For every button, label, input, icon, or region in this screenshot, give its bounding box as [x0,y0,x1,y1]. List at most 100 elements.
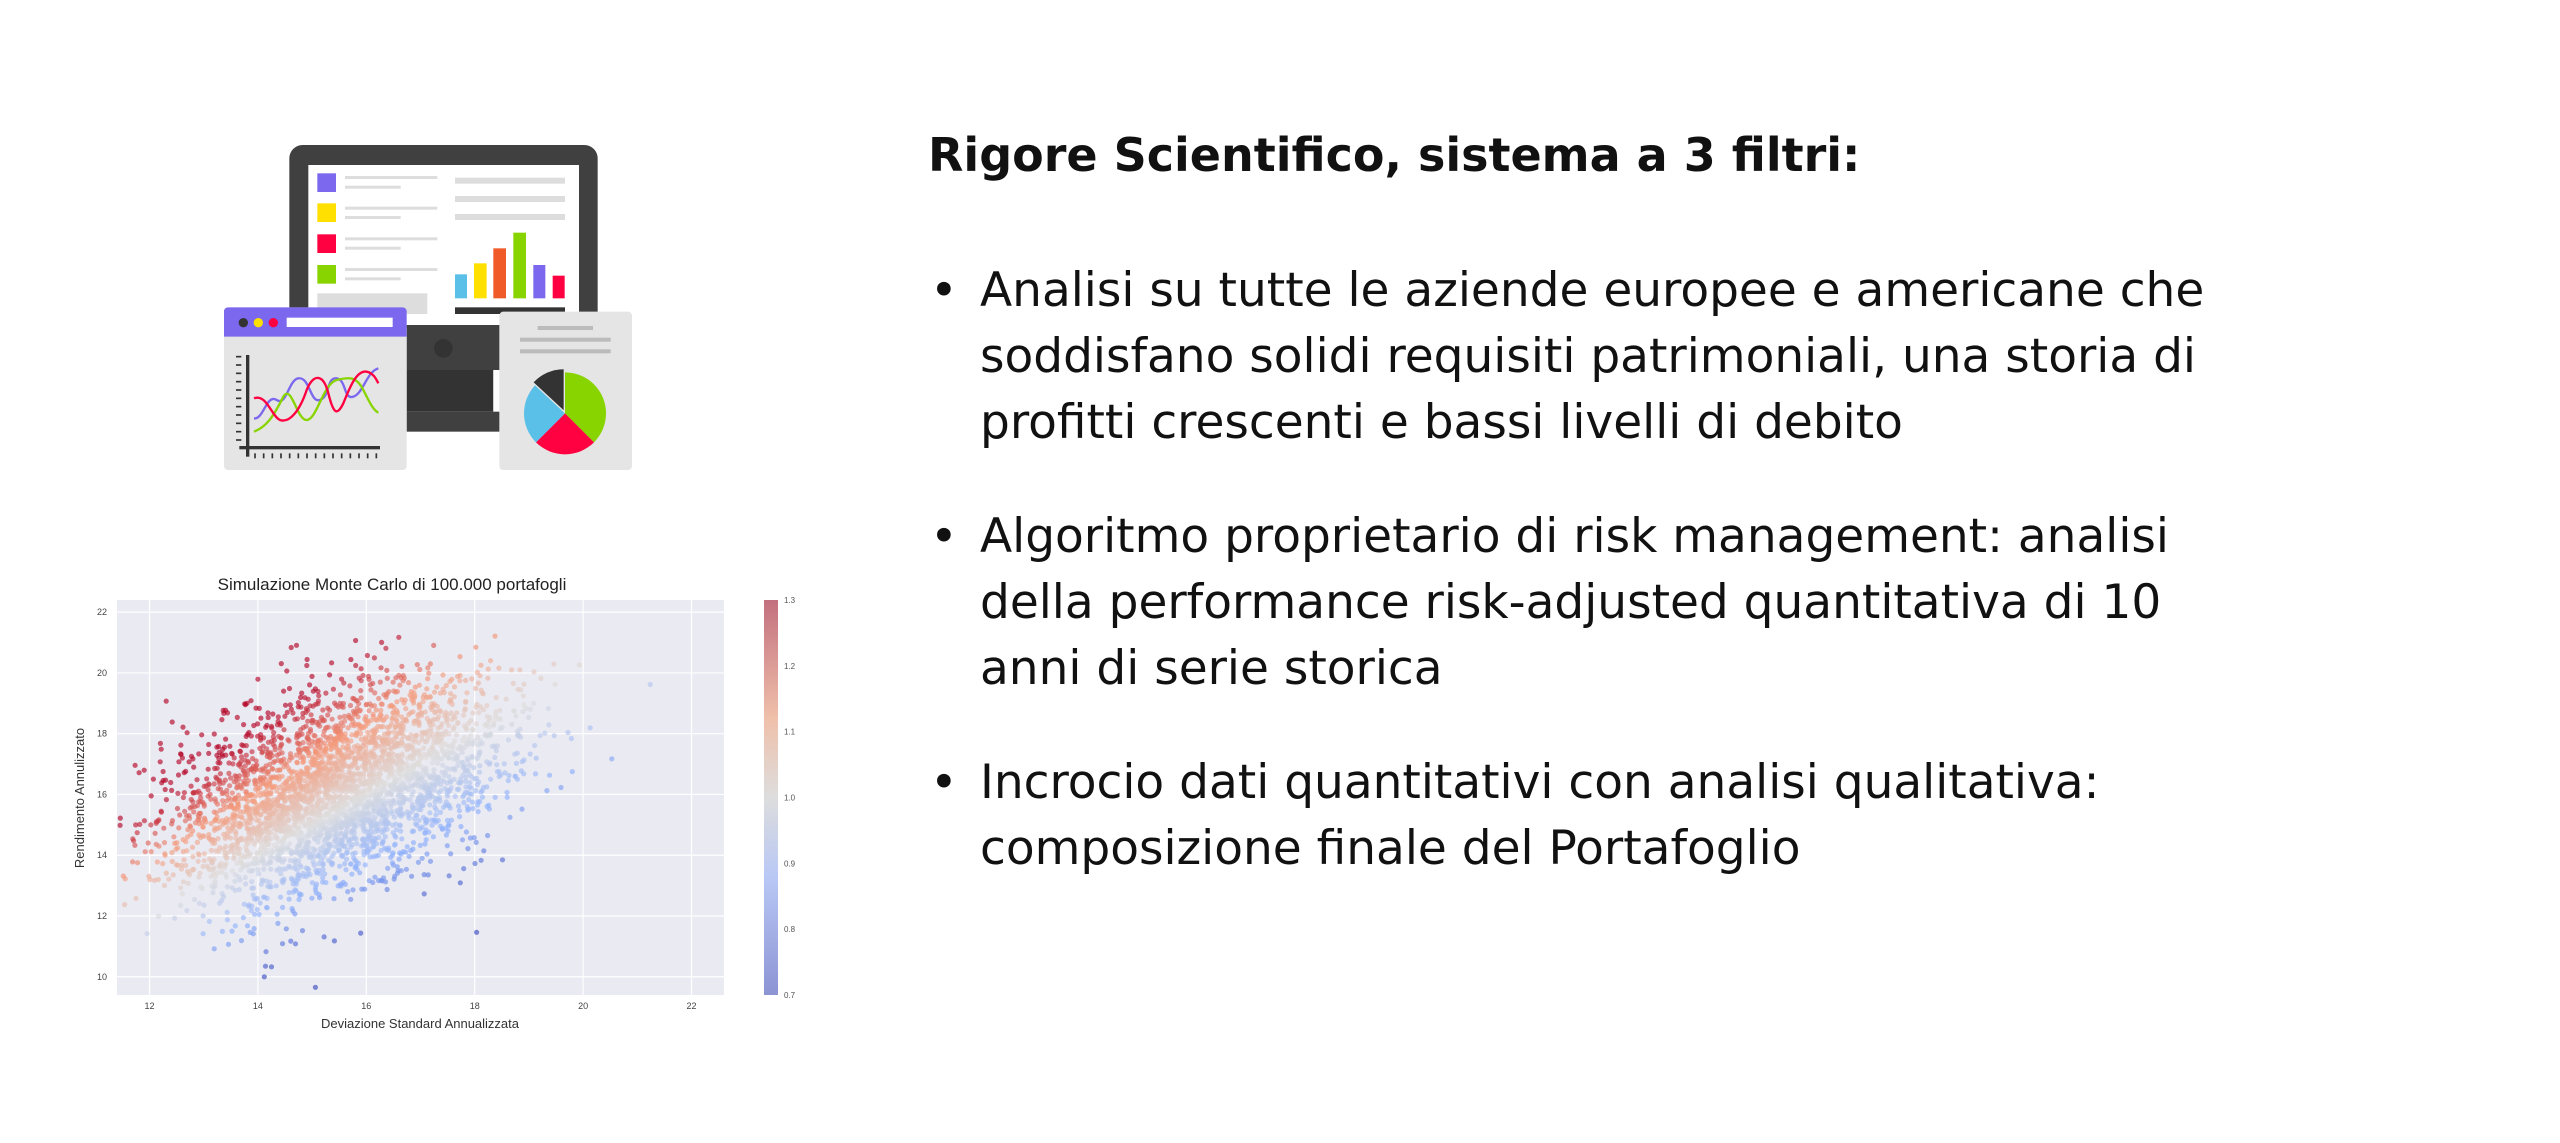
scatter-point [342,782,348,788]
scatter-point [352,785,358,791]
scatter-point [240,743,246,749]
scatter-point [122,902,128,908]
scatter-point [178,742,184,748]
scatter-point [339,676,345,682]
scatter-point [279,793,285,799]
scatter-point [425,676,431,682]
scatter-point [268,829,274,836]
scatter-point [260,858,266,864]
scatter-point [408,732,414,738]
scatter-point [507,814,513,820]
scatter-point [415,859,421,865]
scatter-point [206,831,212,838]
scatter-point [452,767,458,773]
x-tick-label: 18 [470,1001,480,1011]
scatter-point [477,763,483,769]
scatter-point [366,878,372,884]
scatter-point [399,714,405,720]
scatter-point [265,714,271,721]
scatter-point [366,676,372,682]
scatter-point [520,693,526,699]
scatter-point [348,861,354,867]
scatter-point [325,819,331,826]
scatter-point [274,788,280,794]
scatter-point [356,701,362,707]
scatter-point [246,902,252,908]
scatter-point [427,694,433,700]
scatter-point [313,749,319,755]
scatter-point [324,791,330,797]
scatter-point [181,857,187,863]
scatter-point [406,853,412,859]
scatter-point [264,905,270,911]
bullet-item: • Algoritmo proprietario di risk manageme… [930,504,2530,702]
scatter-point [367,854,373,860]
scatter-point [347,785,353,791]
scatter-point [521,771,527,777]
scatter-point [312,777,318,783]
scatter-point [244,923,251,929]
scatter-point [237,748,243,754]
scatter-point [497,726,503,732]
scatter-point [546,722,552,728]
scatter-point [332,838,338,844]
scatter-point [237,808,243,815]
scatter-point [278,871,284,877]
scatter-point [358,736,364,742]
scatter-point [464,690,470,696]
scatter-point [417,842,423,848]
scatter-point [250,867,256,873]
scatter-point [286,788,292,794]
scatter-point [251,722,257,729]
scatter-point [380,787,386,794]
scatter-point [367,682,373,688]
scatter-point [429,706,435,713]
scatter-point [300,873,306,879]
scatter-point [362,761,368,767]
scatter-point [476,752,482,758]
scatter-point [527,706,533,712]
scatter-point [243,789,249,795]
scatter-point [386,729,392,735]
scatter-point [320,862,326,868]
scatter-point [568,735,574,742]
scatter-point [276,866,282,872]
scatter-point [412,684,418,690]
scatter-point [380,875,387,881]
scatter-point [403,849,409,855]
scatter-point [229,928,235,934]
scatter-point [504,789,510,796]
scatter-point [348,738,354,744]
scatter-point [457,880,463,886]
scatter-point [351,761,357,767]
scatter-point [429,718,435,724]
monitor-icon [289,145,598,432]
scatter-point [217,771,223,777]
scatter-point [303,709,309,715]
scatter-point [242,818,248,824]
bullet-dot: • [930,755,958,810]
scatter-point [214,744,220,750]
scatter-point [478,687,484,693]
scatter-point [196,900,202,906]
scatter-point [207,791,213,797]
scatter-point [231,855,237,861]
scatter-point [448,710,454,716]
scatter-point [307,796,313,802]
scatter-point [384,714,390,720]
scatter-point [175,845,181,851]
scatter-point [372,874,378,880]
scatter-point [513,760,519,766]
scatter-point [217,760,223,766]
scatter-point [361,765,367,771]
x-tick-label: 22 [686,1001,696,1011]
scatter-point [200,824,206,830]
scatter-point [254,895,260,901]
scatter-point [463,784,469,790]
scatter-point [462,763,468,769]
scatter-point [263,724,269,730]
scatter-point [310,703,316,709]
scatter-point [345,743,351,749]
scatter-point [241,772,248,778]
scatter-point [342,843,348,849]
